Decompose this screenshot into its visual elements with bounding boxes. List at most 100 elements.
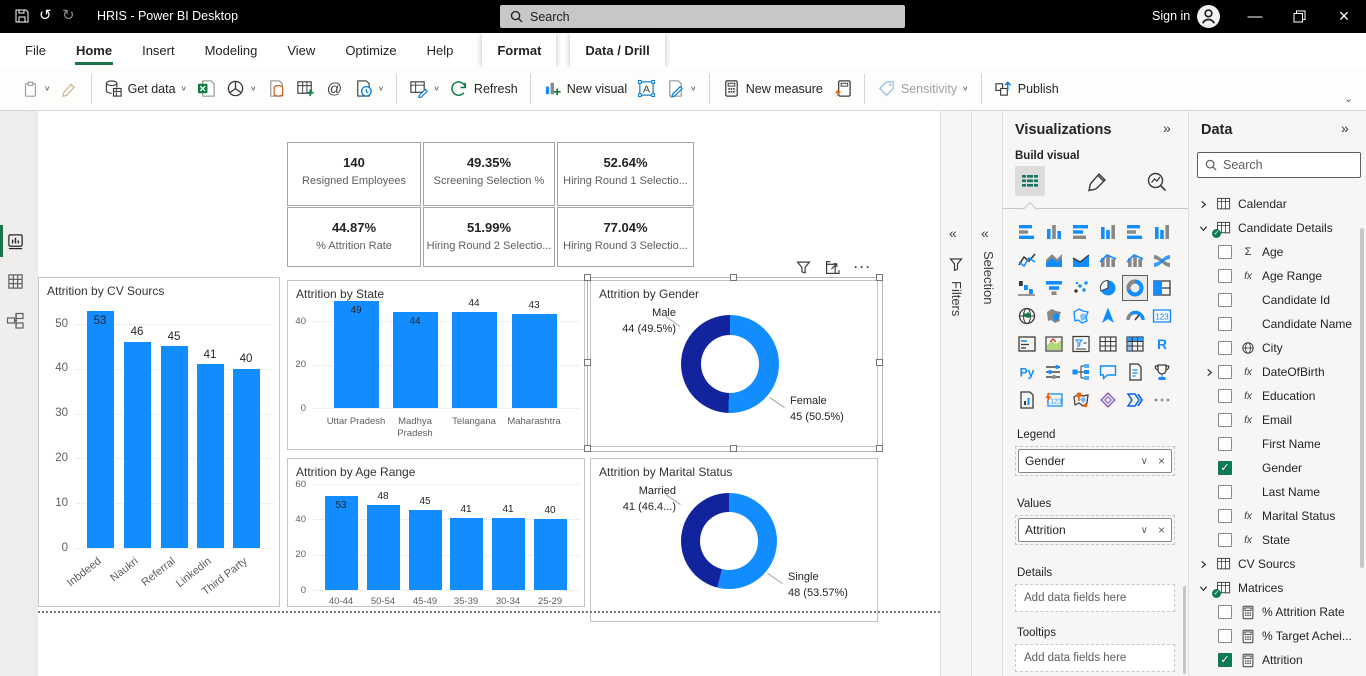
user-avatar[interactable] (1196, 4, 1221, 29)
arcgis-map-icon[interactable] (1069, 388, 1093, 412)
enter-data-button[interactable] (291, 74, 320, 103)
build-visual-tab[interactable] (1015, 166, 1045, 196)
bar-linkedin[interactable] (197, 364, 224, 548)
values-field-pill[interactable]: Attrition ∨ × (1018, 518, 1172, 542)
line-and-clustered-column-chart-icon[interactable] (1123, 248, 1147, 272)
kpi-card[interactable]: 44.87%% Attrition Rate (287, 207, 421, 267)
tooltips-dropzone[interactable]: Add data fields here (1015, 644, 1175, 672)
collapse-chevron-icon[interactable] (1196, 224, 1210, 233)
quick-measure-visual-icon[interactable]: 123 (1042, 388, 1066, 412)
chevron-down-icon[interactable]: ∨ (1141, 456, 1148, 467)
expand-filters-icon[interactable]: « (949, 225, 957, 241)
field-row-education[interactable]: fxEducation (1188, 384, 1358, 408)
save-icon[interactable] (14, 8, 32, 26)
field-checkbox[interactable] (1218, 317, 1232, 331)
kpi-card[interactable]: 52.64%Hiring Round 1 Selectio... (557, 142, 694, 206)
shape-map-icon[interactable] (1069, 304, 1093, 328)
resize-handle[interactable] (584, 274, 591, 281)
field-row-attrition[interactable]: ✓Attrition (1188, 648, 1358, 672)
dataverse-button[interactable]: @ (320, 74, 349, 103)
expand-selection-icon[interactable]: « (981, 225, 989, 241)
field-checkbox[interactable] (1218, 389, 1232, 403)
field-row-matrices[interactable]: ✓Matrices (1188, 576, 1358, 600)
analytics-tab[interactable] (1146, 171, 1168, 193)
get-data-button[interactable]: Get data∨ (99, 74, 193, 103)
resize-handle[interactable] (584, 359, 591, 366)
card-icon[interactable]: 123 (1150, 304, 1174, 328)
bar-maharashtra[interactable] (512, 314, 557, 408)
menu-item-home[interactable]: Home (61, 33, 127, 67)
bar-35-39[interactable] (450, 518, 483, 590)
field-checkbox[interactable] (1218, 509, 1232, 523)
key-influencers-icon[interactable] (1042, 360, 1066, 384)
field-row-candidate-id[interactable]: Candidate Id (1188, 288, 1358, 312)
undo-icon[interactable]: ↺ (39, 6, 57, 24)
power-apps-icon[interactable] (1096, 388, 1120, 412)
bar-telangana[interactable] (452, 312, 497, 408)
bar-referral[interactable] (161, 346, 188, 548)
filters-pane-collapsed[interactable]: « Filters (940, 111, 971, 676)
bar-50-54[interactable] (367, 505, 400, 590)
quick-measure-button[interactable] (828, 74, 857, 103)
hundred-stacked-bar-chart-icon[interactable] (1123, 220, 1147, 244)
field-checkbox[interactable] (1218, 437, 1232, 451)
filled-map-icon[interactable] (1042, 304, 1066, 328)
menu-item-help[interactable]: Help (412, 33, 469, 67)
menu-item-insert[interactable]: Insert (127, 33, 190, 67)
paginated-report-icon[interactable] (1123, 360, 1147, 384)
slicer-icon[interactable] (1069, 332, 1093, 356)
recent-sources-button[interactable]: ∨ (349, 74, 390, 103)
field-row-dateofbirth[interactable]: fxDateOfBirth (1188, 360, 1358, 384)
table-icon[interactable] (1096, 332, 1120, 356)
field-row--attrition-rate[interactable]: % Attrition Rate (1188, 600, 1358, 624)
clustered-column-chart-icon[interactable] (1096, 220, 1120, 244)
stacked-bar-chart-icon[interactable] (1015, 220, 1039, 244)
power-automate-icon[interactable] (1123, 388, 1147, 412)
publish-button[interactable]: Publish (989, 74, 1064, 103)
shapes-button[interactable]: ∨ (661, 74, 702, 103)
field-row-first-name[interactable]: First Name (1188, 432, 1358, 456)
kpi-card[interactable]: 77.04%Hiring Round 3 Selectio... (557, 207, 694, 267)
collapse-chevron-icon[interactable] (1196, 584, 1210, 593)
field-row-age[interactable]: ΣAge (1188, 240, 1358, 264)
resize-handle[interactable] (876, 359, 883, 366)
pie-chart-icon[interactable] (1096, 276, 1120, 300)
sql-server-button[interactable] (262, 74, 291, 103)
remove-field-icon[interactable]: × (1158, 523, 1165, 537)
line-and-stacked-column-chart-icon[interactable] (1096, 248, 1120, 272)
multi-row-card-icon[interactable] (1015, 332, 1039, 356)
menu-item-view[interactable]: View (272, 33, 330, 67)
field-row-last-name[interactable]: Last Name (1188, 480, 1358, 504)
resize-handle[interactable] (876, 445, 883, 452)
field-row-state[interactable]: fxState (1188, 528, 1358, 552)
bar-third-party[interactable] (233, 369, 260, 548)
field-row-marital-status[interactable]: fxMarital Status (1188, 504, 1358, 528)
resize-handle[interactable] (730, 274, 737, 281)
field-row-age-range[interactable]: fxAge Range (1188, 264, 1358, 288)
expand-chevron-icon[interactable] (1196, 560, 1210, 569)
legend-field-pill[interactable]: Gender ∨ × (1018, 449, 1172, 473)
stacked-column-chart-icon[interactable] (1042, 220, 1066, 244)
titlebar-search-input[interactable]: Search (500, 5, 905, 28)
line-chart-icon[interactable] (1015, 248, 1039, 272)
field-checkbox[interactable] (1218, 533, 1232, 547)
data-scrollbar[interactable] (1360, 228, 1364, 568)
clustered-bar-chart-icon[interactable] (1069, 220, 1093, 244)
field-checkbox[interactable] (1218, 341, 1232, 355)
format-visual-tab[interactable] (1086, 171, 1108, 193)
field-checkbox[interactable] (1218, 605, 1232, 619)
expand-pane-icon[interactable]: » (1341, 120, 1349, 136)
stacked-area-chart-icon[interactable] (1069, 248, 1093, 272)
field-row-cv-sourcs[interactable]: CV Sourcs (1188, 552, 1358, 576)
field-row-candidate-name[interactable]: Candidate Name (1188, 312, 1358, 336)
kpi-card[interactable]: 51.99%Hiring Round 2 Selectio... (423, 207, 555, 267)
bar-uttar-pradesh[interactable] (334, 301, 379, 408)
more-options-icon[interactable]: ··· (854, 260, 872, 274)
model-view-button[interactable] (0, 303, 30, 339)
field-row--target-achei-[interactable]: % Target Achei... (1188, 624, 1358, 648)
excel-workbook-button[interactable] (192, 74, 221, 103)
hundred-stacked-column-chart-icon[interactable] (1150, 220, 1174, 244)
q-and-a-icon[interactable] (1096, 360, 1120, 384)
chevron-down-icon[interactable]: ∨ (1141, 525, 1148, 536)
field-checkbox[interactable]: ✓ (1218, 653, 1232, 667)
